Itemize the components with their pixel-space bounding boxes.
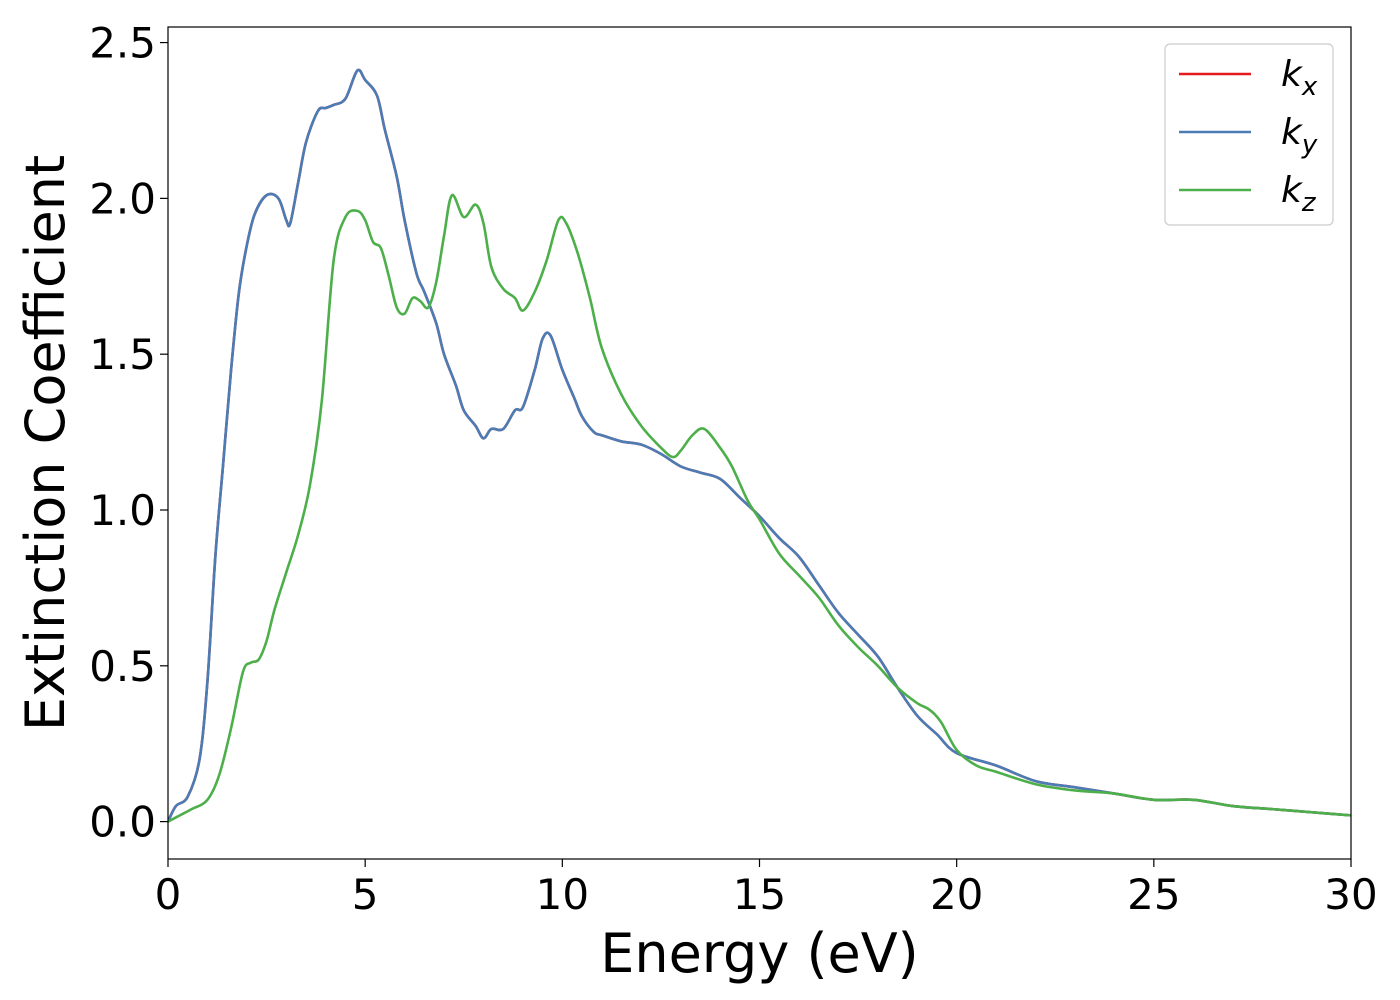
x-tick-label: 10 bbox=[536, 870, 589, 919]
x-axis-label: Energy (eV) bbox=[600, 922, 919, 985]
series-group bbox=[168, 68, 1351, 823]
legend-item-ky: ky bbox=[1179, 112, 1318, 160]
legend: kx ky kz bbox=[1164, 43, 1334, 226]
x-tick-label: 15 bbox=[733, 870, 786, 919]
x-tick-label: 20 bbox=[930, 870, 983, 919]
series-line-kz bbox=[168, 193, 1351, 823]
y-tick-label: 2.5 bbox=[89, 19, 156, 68]
y-tick-label: 0.0 bbox=[89, 798, 156, 847]
x-axis: 0 5 10 15 20 25 30 bbox=[155, 859, 1378, 919]
legend-item-kx: kx bbox=[1179, 54, 1318, 102]
y-axis-label: Extinction Coefficient bbox=[14, 155, 77, 731]
y-axis: 0.0 0.5 1.0 1.5 2.0 2.5 bbox=[89, 19, 168, 847]
y-tick-label: 1.0 bbox=[89, 486, 156, 535]
series-line-ky bbox=[168, 68, 1351, 823]
x-tick-label: 5 bbox=[352, 870, 379, 919]
x-tick-label: 30 bbox=[1324, 870, 1377, 919]
y-tick-label: 0.5 bbox=[89, 642, 156, 691]
legend-box bbox=[1164, 43, 1334, 226]
legend-label: ky bbox=[1281, 112, 1318, 160]
x-tick-label: 0 bbox=[155, 870, 182, 919]
x-tick-label: 25 bbox=[1127, 870, 1180, 919]
y-tick-label: 1.5 bbox=[89, 330, 156, 379]
y-tick-label: 2.0 bbox=[89, 174, 156, 223]
legend-label: kx bbox=[1281, 54, 1318, 102]
legend-label: kz bbox=[1281, 170, 1317, 218]
legend-item-kz: kz bbox=[1179, 170, 1317, 218]
